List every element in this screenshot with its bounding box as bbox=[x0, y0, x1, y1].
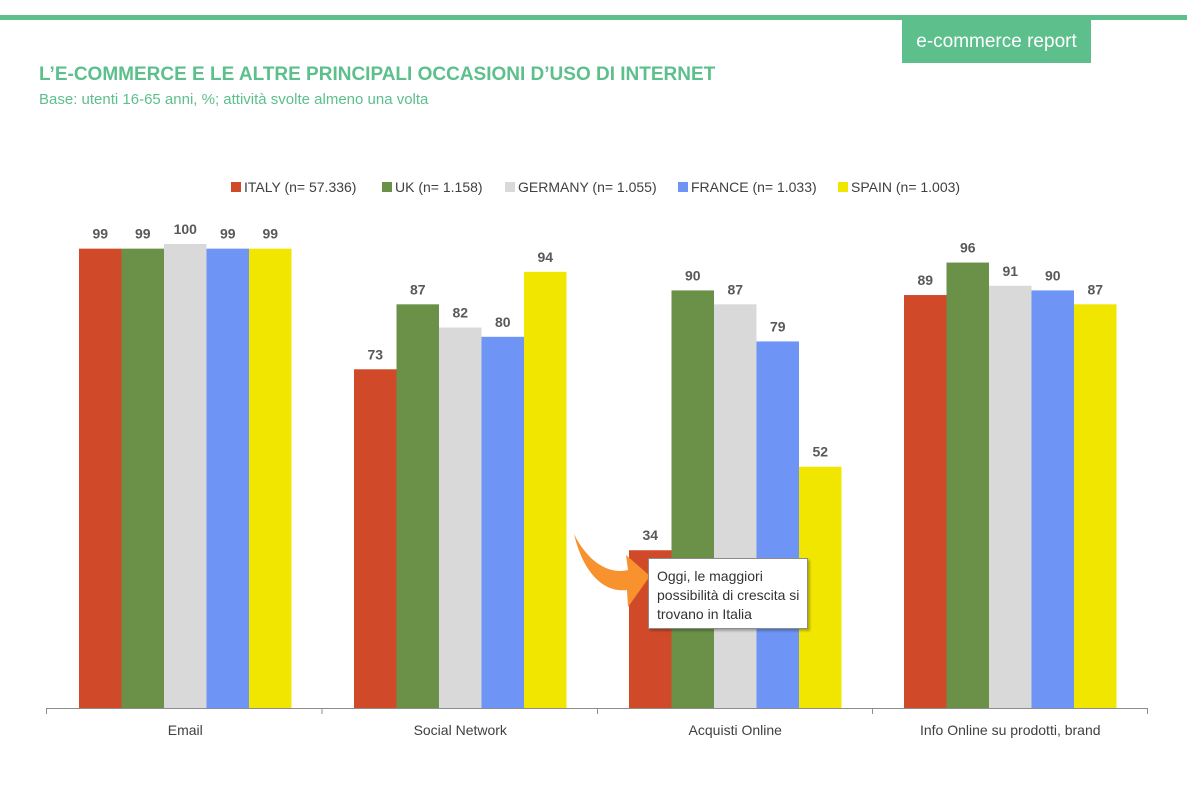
bar bbox=[79, 248, 122, 708]
bar bbox=[439, 327, 482, 708]
legend-swatch bbox=[678, 182, 688, 192]
category-label: Acquisti Online bbox=[689, 722, 783, 738]
bar bbox=[1031, 290, 1074, 708]
data-label: 96 bbox=[960, 240, 976, 256]
data-label: 89 bbox=[917, 272, 933, 288]
data-label: 90 bbox=[1045, 267, 1061, 283]
data-label: 99 bbox=[262, 226, 278, 242]
bar bbox=[1074, 304, 1117, 708]
bar bbox=[164, 244, 207, 708]
legend-swatch bbox=[838, 182, 848, 192]
legend-entry: SPAIN (n= 1.003) bbox=[851, 179, 960, 195]
legend-swatch bbox=[382, 182, 392, 192]
bar bbox=[481, 336, 524, 708]
report-badge: e-commerce report bbox=[902, 20, 1091, 63]
data-label: 87 bbox=[410, 281, 426, 297]
bars bbox=[79, 244, 1117, 708]
bar bbox=[671, 290, 714, 708]
legend-entry: GERMANY (n= 1.055) bbox=[518, 179, 657, 195]
data-label: 99 bbox=[220, 226, 236, 242]
category-label: Info Online su prodotti, brand bbox=[920, 722, 1101, 738]
data-labels: 99 99 100 99 99 73 87 82 80 94 34 90 87 79 52 89 96 91 90 8… bbox=[92, 221, 1103, 543]
bar bbox=[904, 295, 947, 708]
curved-arrow-icon bbox=[574, 534, 650, 607]
category-label: Social Network bbox=[414, 722, 508, 738]
bar bbox=[714, 304, 757, 708]
data-label: 80 bbox=[495, 314, 511, 330]
top-rule bbox=[0, 15, 1187, 20]
data-label: 99 bbox=[135, 226, 151, 242]
data-label: 73 bbox=[367, 346, 383, 362]
data-label: 82 bbox=[452, 305, 468, 321]
bar bbox=[121, 248, 164, 708]
legend-swatch bbox=[231, 182, 241, 192]
data-label: 34 bbox=[642, 527, 658, 543]
bar bbox=[396, 304, 439, 708]
data-label: 100 bbox=[174, 221, 198, 237]
chart-subtitle: Base: utenti 16-65 anni, %; attività svo… bbox=[39, 91, 429, 108]
bar bbox=[354, 369, 397, 708]
data-label: 91 bbox=[1002, 263, 1018, 279]
data-label: 87 bbox=[1087, 281, 1103, 297]
bar bbox=[206, 248, 249, 708]
bar bbox=[524, 271, 567, 708]
legend: ITALY (n= 57.336) UK (n= 1.158) GERMANY (n… bbox=[231, 179, 960, 195]
data-label: 99 bbox=[92, 226, 108, 242]
legend-entry: FRANCE (n= 1.033) bbox=[691, 179, 817, 195]
bar bbox=[989, 285, 1032, 708]
data-label: 79 bbox=[770, 318, 786, 334]
legend-swatch bbox=[505, 182, 515, 192]
bar bbox=[249, 248, 292, 708]
data-label: 94 bbox=[537, 249, 553, 265]
data-label: 87 bbox=[727, 281, 743, 297]
bar bbox=[946, 262, 989, 708]
data-label: 52 bbox=[812, 444, 828, 460]
chart-title: L’E-COMMERCE E LE ALTRE PRINCIPALI OCCAS… bbox=[39, 64, 716, 85]
bar bbox=[756, 341, 799, 708]
category-label: Email bbox=[168, 722, 203, 738]
callout-box: Oggi, le maggiori possibilità di crescit… bbox=[648, 558, 808, 629]
x-axis: Email Social Network Acquisti Online Info O… bbox=[46, 708, 1148, 738]
legend-entry: ITALY (n= 57.336) bbox=[244, 179, 356, 195]
data-label: 90 bbox=[685, 267, 701, 283]
legend-entry: UK (n= 1.158) bbox=[395, 179, 483, 195]
